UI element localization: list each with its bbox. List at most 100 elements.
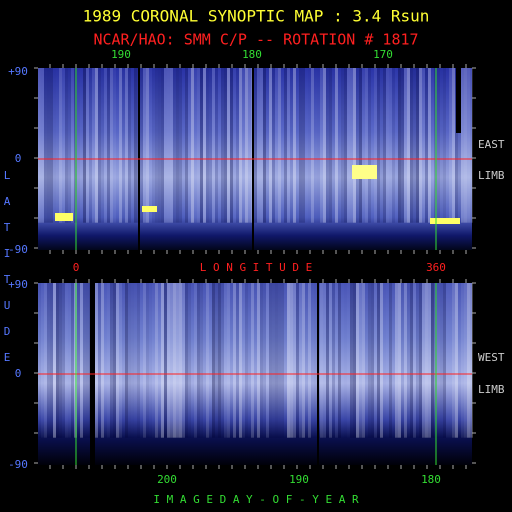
bottom-axis-title: I M A G E D A Y - O F - Y E A R [153,493,359,506]
texture-stripe [377,68,380,223]
texture-stripe [170,283,173,438]
texture-stripe [329,68,332,223]
texture-stripe [218,283,221,438]
texture-stripe [428,283,431,438]
texture-stripe [47,68,50,223]
texture-stripe [332,68,335,223]
texture-stripe [44,68,47,223]
texture-stripe [38,283,41,438]
texture-stripe [386,68,389,223]
bright-feature [352,165,377,179]
texture-stripe [248,68,251,223]
texture-stripe [419,283,422,438]
texture-stripe [314,68,317,223]
texture-stripe [62,68,65,223]
texture-stripe [440,68,443,223]
texture-stripe [356,68,359,223]
texture-stripe [83,283,86,438]
texture-stripe [128,68,131,223]
texture-stripe [281,283,284,438]
texture-stripe [131,68,134,223]
texture-stripe [239,68,242,223]
texture-stripe [62,283,65,438]
texture-stripe [125,283,128,438]
texture-stripe [446,68,449,223]
texture-stripe [275,283,278,438]
texture-stripe [293,283,296,438]
texture-stripe [221,283,224,438]
texture-stripe [137,283,140,438]
texture-stripe [416,283,419,438]
texture-stripe [53,283,56,438]
texture-stripe [437,68,440,223]
texture-stripe [254,283,257,438]
texture-stripe [188,283,191,438]
texture-stripe [236,283,239,438]
texture-stripe [86,68,89,223]
texture-stripe [119,283,122,438]
texture-stripe [107,68,110,223]
texture-stripe [242,68,245,223]
texture-stripe [461,283,464,438]
texture-stripe [389,283,392,438]
texture-stripe [416,68,419,223]
texture-stripe [206,283,209,438]
texture-stripe [464,68,467,223]
texture-stripe [245,283,248,438]
texture-stripe [203,68,206,223]
texture-stripe [392,68,395,223]
texture-stripe [317,68,320,223]
bottom-axis-label: 180 [421,473,441,486]
texture-stripe [212,283,215,438]
texture-stripe [194,68,197,223]
texture-stripe [452,68,455,223]
texture-stripe [224,283,227,438]
texture-stripe [365,283,368,438]
texture-stripe [164,68,167,223]
texture-stripe [182,68,185,223]
texture-stripe [140,68,143,223]
texture-stripe [188,68,191,223]
texture-stripe [215,68,218,223]
texture-stripe [413,283,416,438]
texture-stripe [101,68,104,223]
texture-stripe [65,68,68,223]
texture-stripe [350,283,353,438]
texture-stripe [185,68,188,223]
latitude-letter: D [4,325,11,338]
top-axis-label: 190 [111,48,131,61]
texture-stripe [401,68,404,223]
texture-stripe [389,68,392,223]
lat-label: +90 [8,278,28,291]
texture-stripe [377,283,380,438]
latitude-letter: E [4,351,11,364]
lat-label: -90 [8,243,28,256]
texture-stripe [200,68,203,223]
texture-stripe [215,283,218,438]
texture-stripe [209,283,212,438]
bright-feature [142,206,157,212]
texture-stripe [383,283,386,438]
texture-stripe [452,283,455,438]
texture-stripe [158,283,161,438]
texture-stripe [161,283,164,438]
texture-stripe [245,68,248,223]
texture-stripe [440,283,443,438]
texture-stripe [161,68,164,223]
longitude-mark: 360 [426,261,446,274]
texture-stripe [179,68,182,223]
texture-stripe [467,68,470,223]
texture-stripe [59,68,62,223]
texture-stripe [374,283,377,438]
texture-stripe [122,283,125,438]
texture-stripe [461,68,464,223]
texture-stripe [179,283,182,438]
texture-stripe [287,68,290,223]
top-axis-label: 180 [242,48,262,61]
side-label: LIMB [478,169,505,182]
texture-stripe [71,68,74,223]
texture-stripe [320,68,323,223]
texture-stripe [347,283,350,438]
texture-stripe [443,68,446,223]
